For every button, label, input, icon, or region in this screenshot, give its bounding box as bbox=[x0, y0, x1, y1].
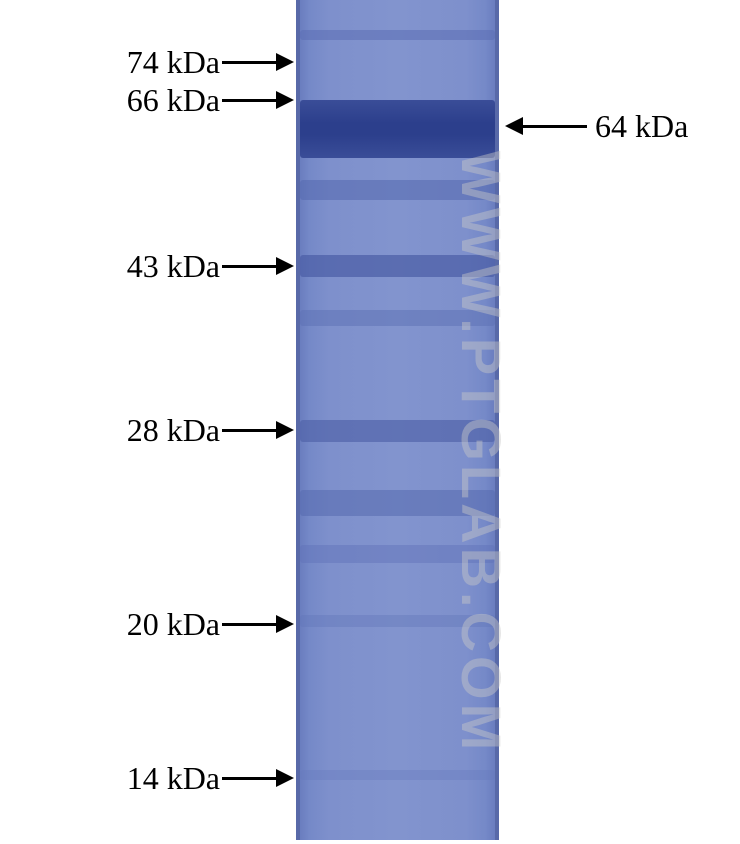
arrow-64kda bbox=[505, 117, 587, 135]
marker-label-14kda: 14 kDa bbox=[95, 760, 220, 797]
arrow-74kda bbox=[222, 53, 294, 71]
arrow-head-right-icon bbox=[276, 615, 294, 633]
marker-label-20kda: 20 kDa bbox=[95, 606, 220, 643]
gel-image-container: WWW.PTGLAB.COM 74 kDa 66 kDa 43 kDa 28 k… bbox=[0, 0, 740, 844]
marker-label-28kda: 28 kDa bbox=[95, 412, 220, 449]
gel-lane bbox=[300, 0, 495, 840]
lane-edge-right bbox=[495, 0, 499, 840]
band-below-64 bbox=[300, 180, 495, 200]
arrow-line bbox=[523, 125, 587, 128]
band-22 bbox=[300, 545, 495, 563]
arrow-head-right-icon bbox=[276, 257, 294, 275]
band-20kda bbox=[300, 615, 495, 627]
band-28kda bbox=[300, 420, 495, 442]
arrow-head-right-icon bbox=[276, 91, 294, 109]
band-43kda bbox=[300, 255, 495, 277]
band-14kda bbox=[300, 770, 495, 780]
arrow-28kda bbox=[222, 421, 294, 439]
arrow-head-right-icon bbox=[276, 421, 294, 439]
arrow-head-left-icon bbox=[505, 117, 523, 135]
marker-label-74kda: 74 kDa bbox=[95, 44, 220, 81]
marker-label-43kda: 43 kDa bbox=[95, 248, 220, 285]
arrow-line bbox=[222, 99, 276, 102]
marker-label-64kda: 64 kDa bbox=[595, 108, 688, 145]
marker-label-66kda: 66 kDa bbox=[95, 82, 220, 119]
arrow-line bbox=[222, 265, 276, 268]
arrow-line bbox=[222, 429, 276, 432]
band-64kda-main bbox=[300, 100, 495, 158]
arrow-line bbox=[222, 61, 276, 64]
arrow-14kda bbox=[222, 769, 294, 787]
arrow-head-right-icon bbox=[276, 769, 294, 787]
arrow-line bbox=[222, 777, 276, 780]
arrow-43kda bbox=[222, 257, 294, 275]
band-24 bbox=[300, 490, 495, 516]
arrow-head-right-icon bbox=[276, 53, 294, 71]
arrow-line bbox=[222, 623, 276, 626]
arrow-20kda bbox=[222, 615, 294, 633]
band-38 bbox=[300, 310, 495, 326]
band-74kda bbox=[300, 30, 495, 40]
arrow-66kda bbox=[222, 91, 294, 109]
